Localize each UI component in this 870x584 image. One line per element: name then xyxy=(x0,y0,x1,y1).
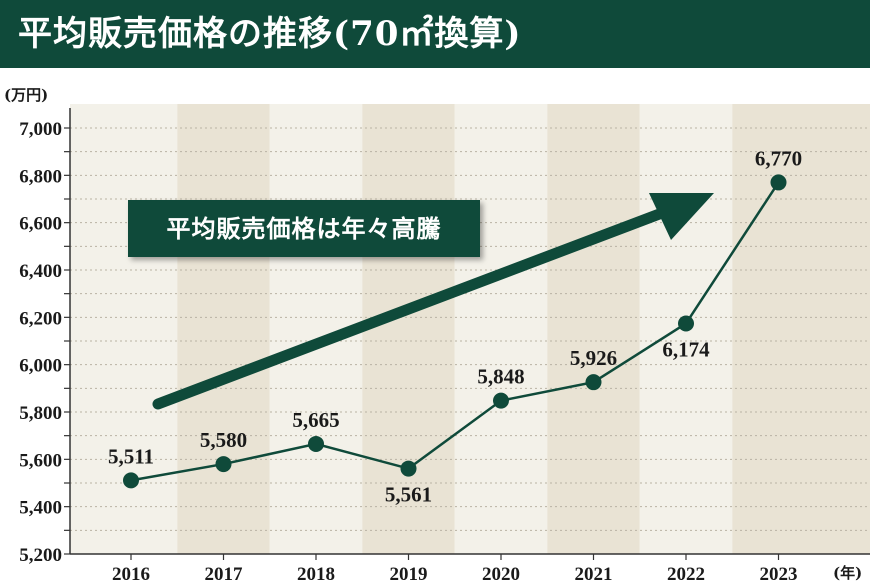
data-point xyxy=(400,460,417,477)
y-tick-label: 5,600 xyxy=(19,450,62,471)
series-line xyxy=(123,174,787,489)
y-tick-label: 5,400 xyxy=(19,498,62,519)
data-point xyxy=(308,435,324,452)
background-band xyxy=(547,104,640,554)
y-unit-label: (万円) xyxy=(4,86,48,104)
y-tick-label: 7,000 xyxy=(19,119,62,140)
data-label: 5,848 xyxy=(477,365,524,389)
x-tick-label: 2018 xyxy=(297,564,335,584)
callout-box: 平均販売価格は年々高騰 xyxy=(128,200,480,257)
x-tick-label: 2021 xyxy=(575,564,613,584)
x-tick-label: 2020 xyxy=(482,564,520,584)
trend-arrow-head xyxy=(649,193,714,240)
data-label: 5,511 xyxy=(108,444,154,468)
x-axis-ticks: 2016 2017 2018 2019 2020 2021 2022 2023 xyxy=(112,554,798,584)
trend-arrow xyxy=(152,193,714,410)
background-band xyxy=(70,104,178,554)
y-tick-label: 5,200 xyxy=(19,545,62,566)
data-point xyxy=(770,174,787,191)
data-label: 5,580 xyxy=(200,428,247,452)
y-tick-label: 5,800 xyxy=(19,403,62,424)
x-tick-label: 2019 xyxy=(390,564,428,584)
background-band xyxy=(454,104,548,554)
y-tick-label: 6,000 xyxy=(19,356,62,377)
y-tick-label: 6,400 xyxy=(19,261,62,282)
y-axis-ticks: 5,200 5,400 5,600 5,800 6,000 6,200 6,400 6,600… xyxy=(19,119,70,566)
data-point xyxy=(678,315,694,332)
data-label: 6,770 xyxy=(755,146,802,170)
data-label: 6,174 xyxy=(662,337,710,361)
series-polyline xyxy=(130,181,780,482)
x-tick-label: 2023 xyxy=(760,564,798,584)
background-band xyxy=(177,104,270,554)
background-band xyxy=(362,104,455,554)
x-tick-label: 2017 xyxy=(205,564,244,584)
data-label: 5,926 xyxy=(570,346,617,370)
data-label: 5,561 xyxy=(385,483,432,507)
data-point xyxy=(493,392,509,409)
x-tick-label: 2016 xyxy=(112,564,150,584)
data-point xyxy=(585,374,602,391)
trend-arrow-shaft xyxy=(152,207,668,410)
y-tick-label: 6,600 xyxy=(19,214,62,235)
data-labels: 5,511 5,580 5,665 5,561 5,848 5,926 6,174 6,770 xyxy=(108,146,802,506)
y-tick-label: 6,800 xyxy=(19,166,62,187)
chart-title: 平均販売価格の推移(70㎡換算) xyxy=(0,0,870,68)
background-band xyxy=(732,104,870,554)
data-point xyxy=(123,472,139,489)
data-label: 5,665 xyxy=(292,408,339,432)
x-tick-label: 2022 xyxy=(667,564,705,584)
background-bands xyxy=(70,104,870,554)
axes xyxy=(69,108,870,555)
x-unit-label: (年) xyxy=(833,564,862,582)
data-point xyxy=(215,456,232,473)
y-tick-label: 6,200 xyxy=(19,308,62,329)
